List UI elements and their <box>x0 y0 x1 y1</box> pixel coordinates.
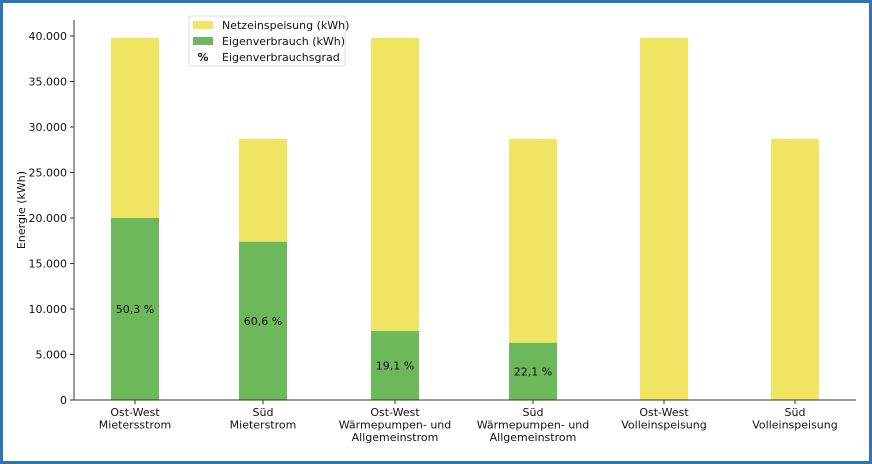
bar-eigenverbrauch <box>239 241 287 400</box>
y-tick-label: 15.000 <box>29 258 68 271</box>
data-label: 19,1 % <box>376 359 414 372</box>
percent-icon: % <box>197 51 208 64</box>
bar-netzeinspeisung <box>111 37 159 218</box>
data-label: 60,6 % <box>244 315 282 328</box>
y-tick-label: 35.000 <box>29 76 68 89</box>
bar-netzeinspeisung <box>239 138 287 242</box>
legend-swatch <box>193 37 213 45</box>
x-tick-label: Ost-West <box>639 406 689 419</box>
x-tick-label: Ost-West <box>370 406 420 419</box>
x-tick-label: Wärmepumpen- und <box>339 419 452 432</box>
bar-eigenverbrauch <box>371 330 419 400</box>
x-tick-label: Mietersstrom <box>99 419 171 432</box>
x-tick-label: Wärmepumpen- und <box>477 419 590 432</box>
x-tick-label: Süd <box>523 406 544 419</box>
bar-netzeinspeisung <box>771 138 819 400</box>
x-tick-label: Süd <box>785 406 806 419</box>
x-tick-label: Mieterstrom <box>230 419 297 432</box>
x-tick-label: Süd <box>253 406 274 419</box>
y-tick-label: 0 <box>60 394 67 407</box>
legend-label: Netzeinspeisung (kWh) <box>222 19 349 32</box>
bar-netzeinspeisung <box>640 37 688 400</box>
x-tick-label: Ost-West <box>110 406 160 419</box>
x-tick-label: Allgemeinstrom <box>352 431 439 444</box>
y-axis-label: Energie (kWh) <box>15 171 28 249</box>
y-tick-label: 5.000 <box>36 349 68 362</box>
legend-swatch <box>193 21 213 29</box>
bar-eigenverbrauch <box>509 342 557 400</box>
bar-netzeinspeisung <box>509 138 557 343</box>
y-tick-label: 30.000 <box>29 121 68 134</box>
legend-label: Eigenverbrauchsgrad <box>222 51 340 64</box>
y-tick-label: 40.000 <box>29 30 68 43</box>
data-label: 22,1 % <box>514 365 552 378</box>
bar-eigenverbrauch <box>111 218 159 400</box>
x-tick-label: Volleinspeisung <box>621 419 707 432</box>
legend-box <box>188 15 346 67</box>
x-tick-label: Volleinspeisung <box>752 419 838 432</box>
y-tick-label: 25.000 <box>29 167 68 180</box>
y-tick-label: 20.000 <box>29 212 68 225</box>
bar-netzeinspeisung <box>371 37 419 331</box>
legend-label: Eigenverbrauch (kWh) <box>222 35 345 48</box>
x-tick-label: Allgemeinstrom <box>490 431 577 444</box>
data-label: 50,3 % <box>116 303 154 316</box>
y-tick-label: 10.000 <box>29 303 68 316</box>
